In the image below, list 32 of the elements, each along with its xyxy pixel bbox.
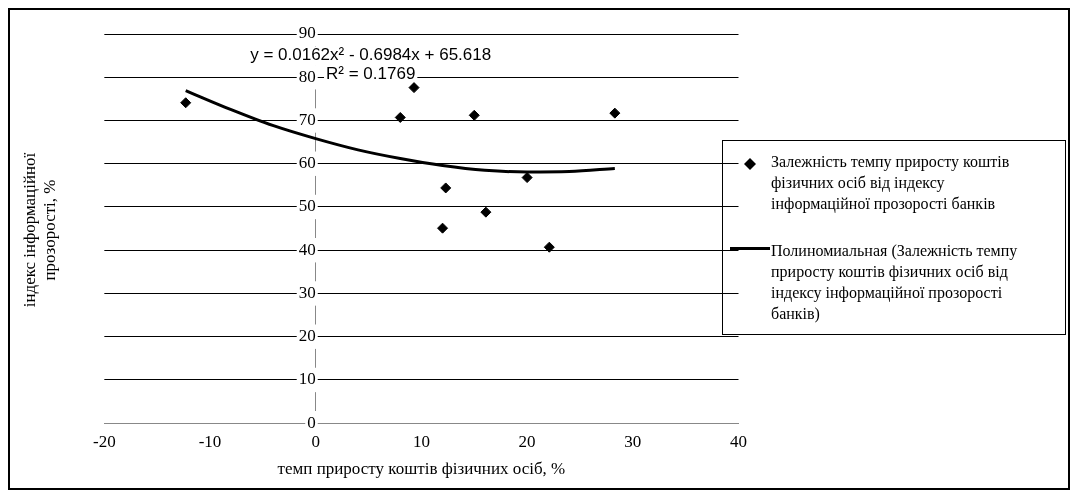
x-axis-title: темп приросту коштів фізичних осіб, % xyxy=(277,459,566,479)
y-tick-label: 20 xyxy=(298,326,316,346)
point xyxy=(480,206,492,218)
y-tick-label: 50 xyxy=(298,196,316,216)
y-tick-label: 90 xyxy=(298,23,316,43)
y-tick-label: 10 xyxy=(298,369,316,389)
point xyxy=(521,172,533,184)
y-tick-label: 70 xyxy=(298,109,316,129)
y-tick-label: 40 xyxy=(298,239,316,259)
y-axis-title: індекс інформаційної прозорості, % xyxy=(20,151,60,310)
x-tick-label: -10 xyxy=(198,431,222,451)
y-tick-label: 30 xyxy=(298,282,316,302)
x-tick-label: 40 xyxy=(730,431,747,451)
point xyxy=(437,222,449,234)
point xyxy=(609,107,621,119)
point xyxy=(468,109,480,121)
annotation: y = 0.0162x² - 0.6984x + 65.618 xyxy=(250,45,492,65)
legend-label: Залежність темпу приросту коштів фізичних осіб від індексу інформаційної прозорості банків xyxy=(771,152,1011,214)
x-tick-label: 20 xyxy=(518,431,536,451)
point xyxy=(543,241,555,253)
point xyxy=(394,111,406,123)
legend-label: Полиномиальная (Залежність темпу приросту коштів фізичних осіб від індексу інформаційної прозорості банків) xyxy=(771,241,1019,324)
x-tick-label: -20 xyxy=(92,431,116,451)
y-tick-label: 0 xyxy=(307,412,316,432)
point xyxy=(440,182,452,194)
y-tick-label: 60 xyxy=(298,153,316,173)
point xyxy=(180,97,192,109)
x-tick-label: 30 xyxy=(624,431,642,451)
annotation: R² = 0.1769 xyxy=(326,64,416,84)
x-tick-label: 10 xyxy=(412,431,430,451)
y-tick-label: 80 xyxy=(298,66,316,86)
point xyxy=(408,82,420,94)
